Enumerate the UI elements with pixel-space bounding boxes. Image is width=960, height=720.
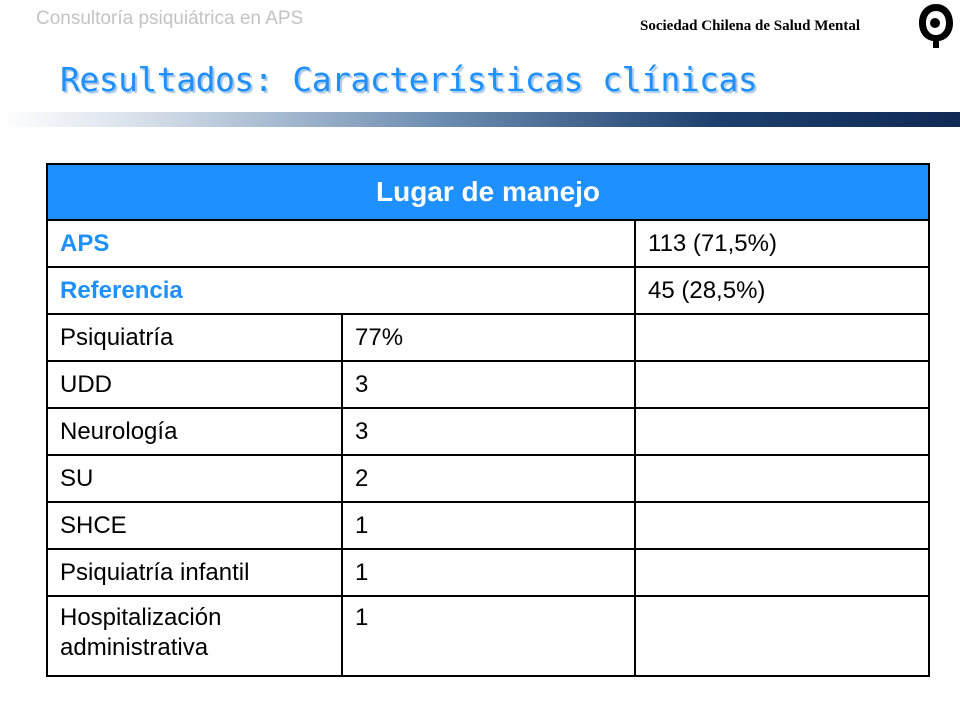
table-row: SU 2 <box>46 454 931 503</box>
row-value: 3 <box>341 360 636 409</box>
row-value: 3 <box>341 407 636 456</box>
management-table: Lugar de manejo APS 113 (71,5%) Referenc… <box>45 163 931 677</box>
table-row: Psiquiatría 77% <box>46 313 931 362</box>
row-label: Hospitalización administrativa <box>46 595 343 677</box>
table-row: Hospitalización administrativa 1 <box>46 595 931 677</box>
empty-cell <box>633 548 931 597</box>
table-row: Referencia 45 (28,5%) <box>46 266 931 315</box>
empty-cell <box>633 313 931 362</box>
table-row: APS 113 (71,5%) <box>46 219 931 268</box>
empty-cell <box>633 454 931 503</box>
table-row: Psiquiatría infantil 1 <box>46 548 931 597</box>
table-row: UDD 3 <box>46 360 931 409</box>
slide-caption: Consultoría psiquiátrica en APS <box>36 8 304 29</box>
society-logo-icon <box>919 4 953 48</box>
title-divider-bar <box>0 112 960 127</box>
empty-cell <box>633 595 931 677</box>
row-value: 113 (71,5%) <box>633 219 931 268</box>
table-heading: Lugar de manejo <box>45 163 931 221</box>
row-label: Psiquiatría infantil <box>46 548 343 597</box>
empty-cell <box>633 501 931 550</box>
empty-cell <box>633 407 931 456</box>
row-value: 1 <box>341 501 636 550</box>
row-label: SU <box>46 454 343 503</box>
row-label: SHCE <box>46 501 343 550</box>
row-label: APS <box>46 219 636 268</box>
society-name: Sociedad Chilena de Salud Mental <box>640 18 861 34</box>
row-label: Psiquiatría <box>46 313 343 362</box>
row-value: 77% <box>341 313 636 362</box>
row-value: 1 <box>341 595 636 677</box>
empty-cell <box>633 360 931 409</box>
row-label: UDD <box>46 360 343 409</box>
table-row: SHCE 1 <box>46 501 931 550</box>
row-value: 45 (28,5%) <box>633 266 931 315</box>
row-value: 2 <box>341 454 636 503</box>
table-header-row: Lugar de manejo <box>45 163 931 221</box>
slide-title: Resultados: Características clínicas <box>60 60 758 99</box>
row-value: 1 <box>341 548 636 597</box>
row-label: Neurología <box>46 407 343 456</box>
table-row: Neurología 3 <box>46 407 931 456</box>
row-label: Referencia <box>46 266 636 315</box>
